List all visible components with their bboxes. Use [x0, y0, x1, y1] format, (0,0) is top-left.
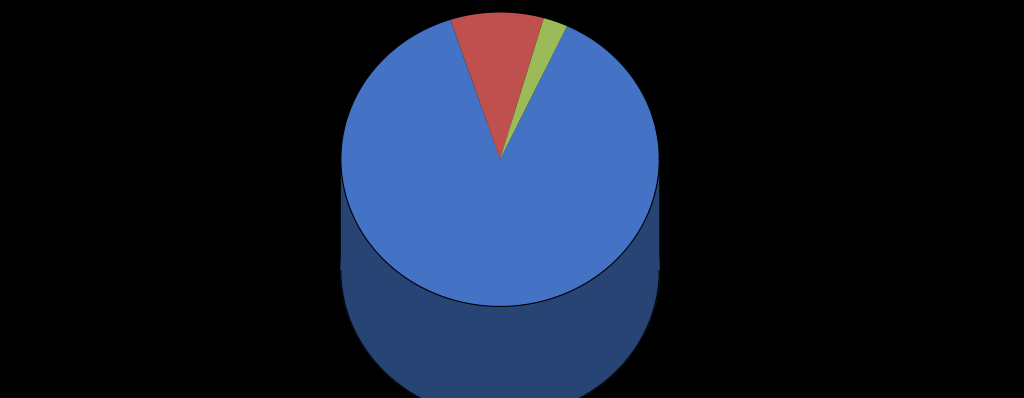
Ellipse shape [341, 123, 659, 398]
Polygon shape [341, 160, 659, 398]
Polygon shape [500, 18, 567, 159]
Polygon shape [341, 20, 659, 306]
Polygon shape [451, 12, 544, 159]
